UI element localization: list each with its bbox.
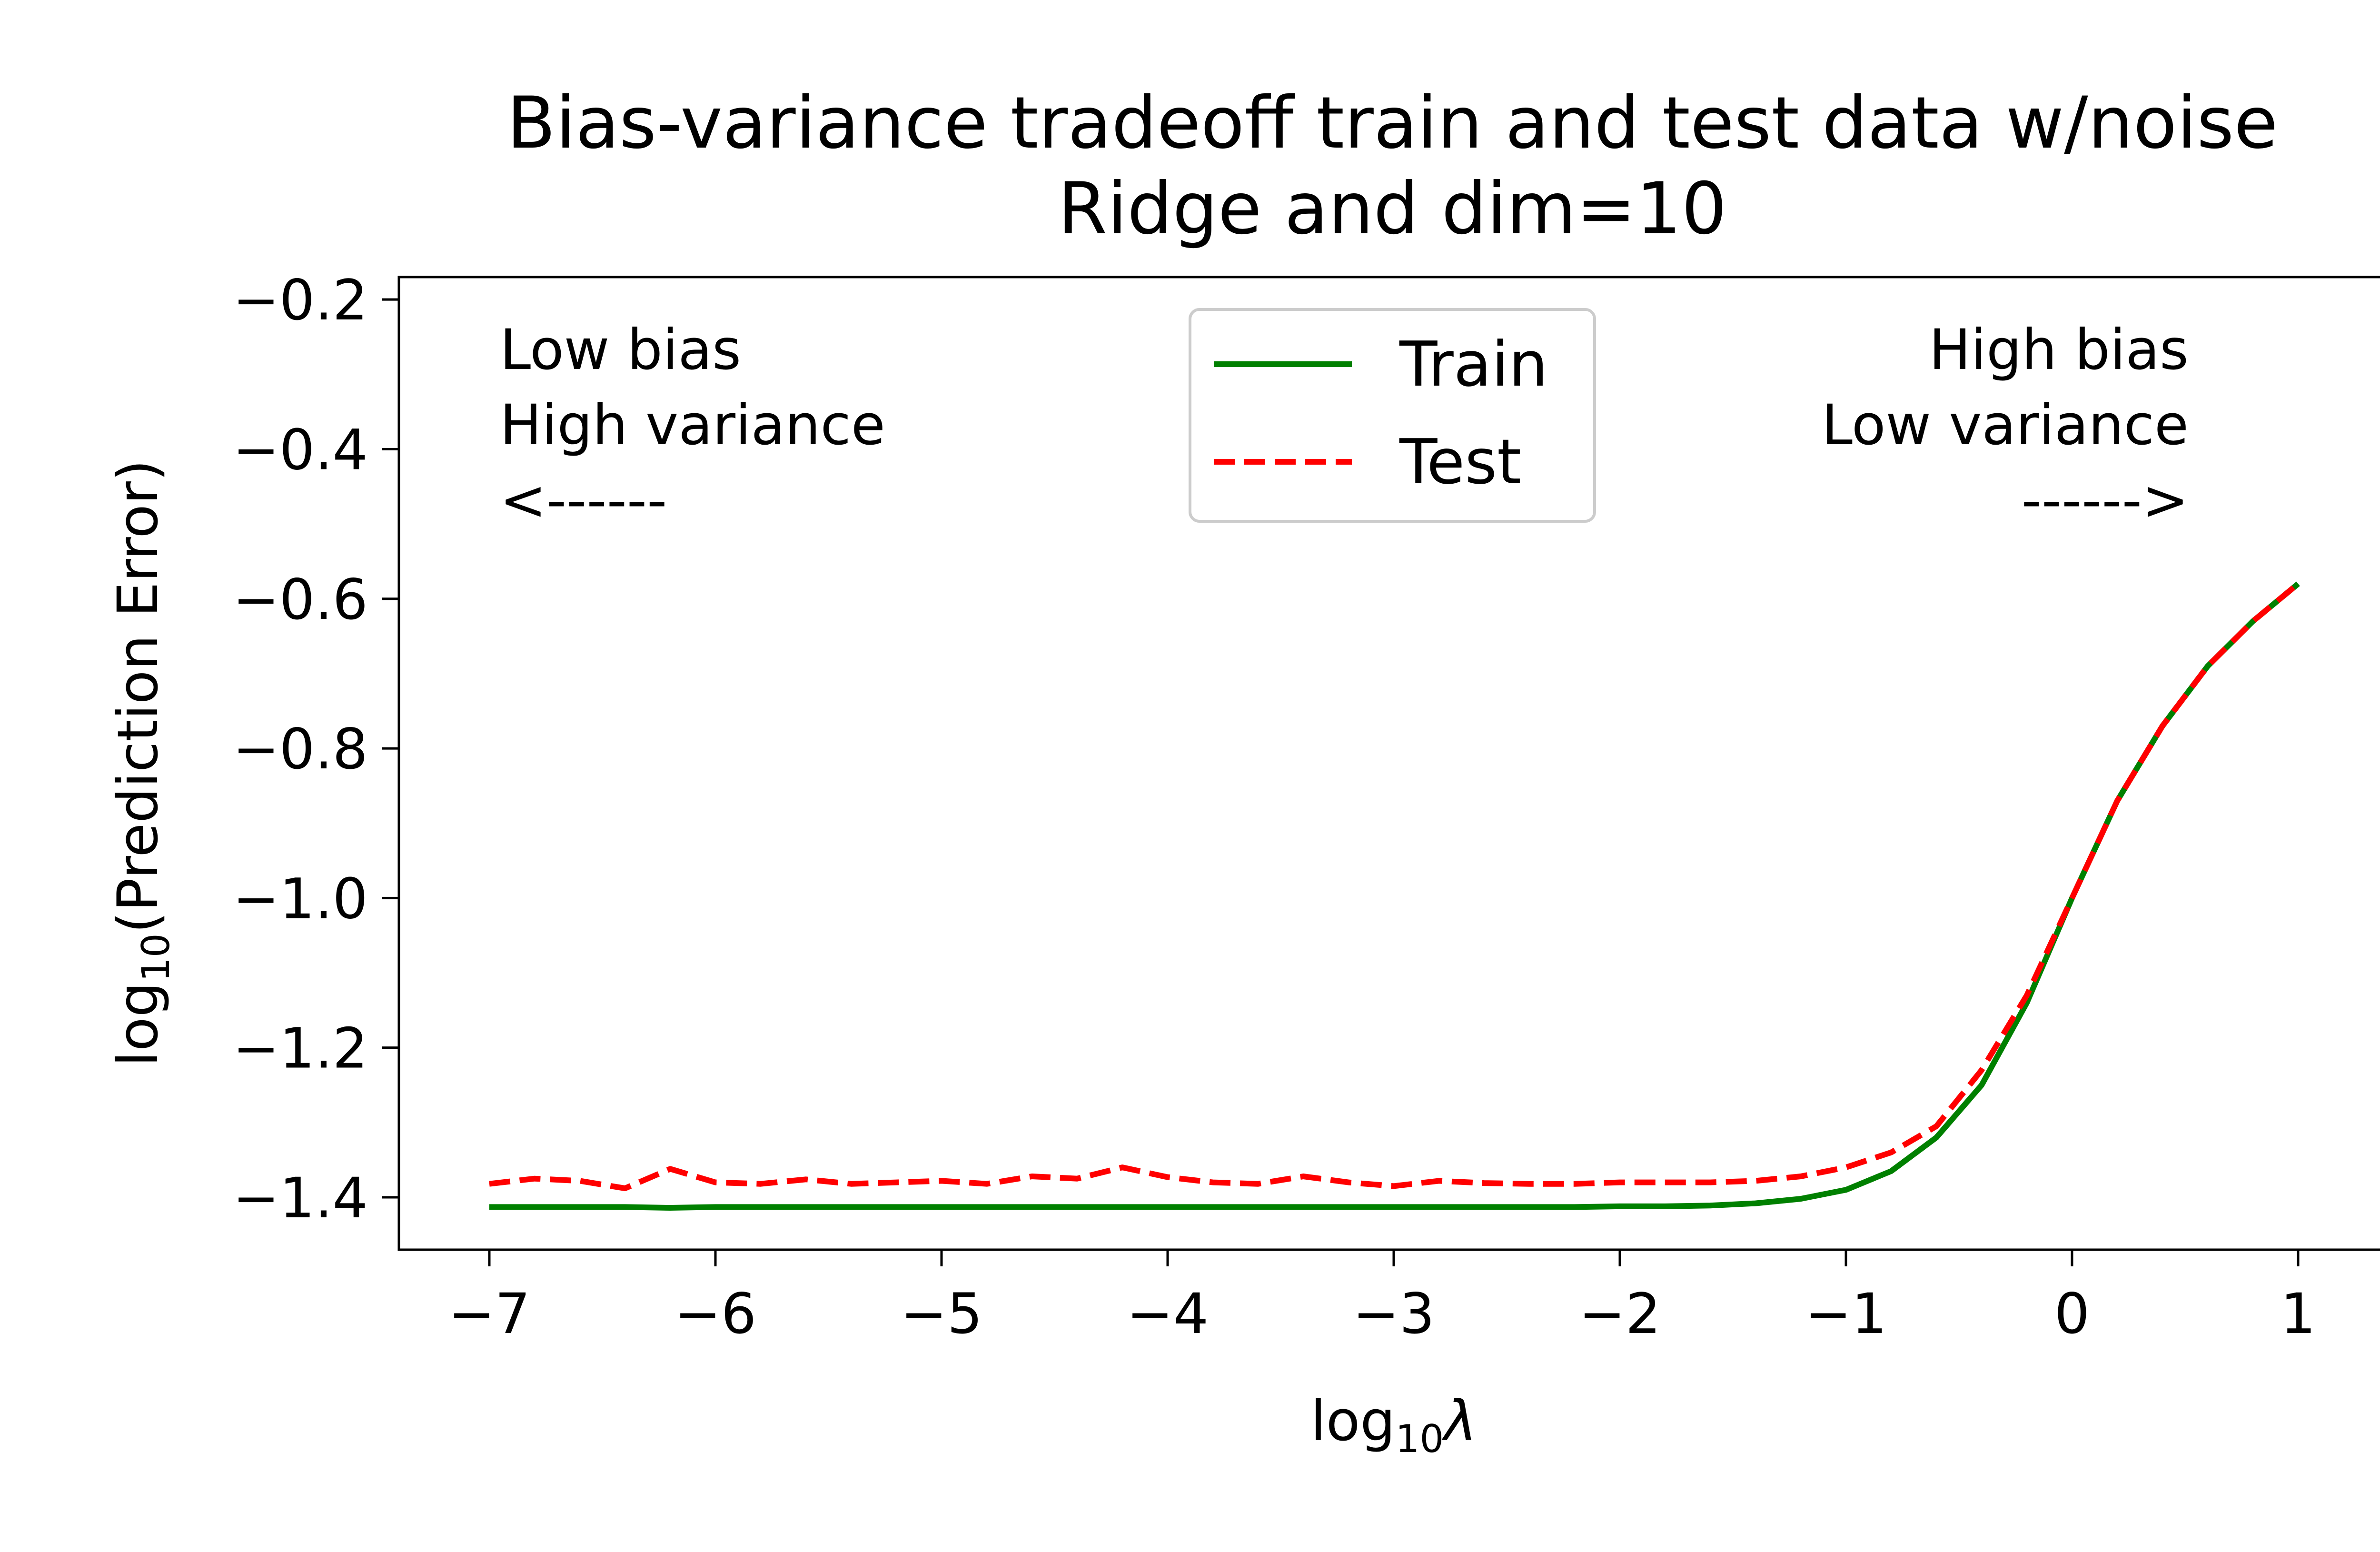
y-axis-ticks: −0.2 −0.4 −0.6 −0.8 −1.0 −1.2 −1.4 [233,268,399,1231]
x-axis-label-subscript: 10 [1396,1417,1444,1461]
annotation-left-arrow: <------ [500,468,667,533]
annotation-right-line1: High bias [1929,317,2189,382]
y-axis-label-subscript: 10 [134,933,178,982]
x-tick-label: −7 [448,1281,530,1346]
x-axis-label-log: log [1310,1388,1395,1453]
y-axis-label-log: log [105,982,170,1066]
x-tick-label: 0 [2054,1281,2090,1346]
annotation-left-line2: High variance [500,392,885,458]
chart-title: Bias-variance tradeoff train and test da… [506,82,2278,165]
legend: Train Test [1189,308,1596,523]
annotation-right-line2: Low variance [1822,392,2189,458]
chart-subtitle: Ridge and dim=10 [1058,168,1727,250]
legend-test-label: Test [1399,426,1521,498]
y-tick-label: −0.4 [233,417,368,482]
legend-train-label: Train [1399,328,1548,400]
x-tick-label: −1 [1805,1281,1887,1346]
annotation-right-arrow: ------> [2022,468,2189,533]
y-tick-label: −1.0 [233,866,368,931]
x-tick-label: −3 [1353,1281,1435,1346]
series-line-train [489,581,2300,1211]
x-tick-label: 1 [2281,1281,2316,1346]
y-axis-label: log10(Prediction Error) [105,459,178,1066]
x-tick-label: −6 [674,1281,756,1346]
annotation-right: High bias Low variance ------> [1822,317,2189,533]
plot-frame [397,276,2380,1251]
x-axis-label-lambda: λ [1441,1388,1477,1453]
annotation-left: Low bias High variance <------ [500,317,885,533]
y-axis-label-rest: (Prediction Error) [105,459,170,933]
y-tick-label: −0.6 [233,567,368,632]
x-axis-label: log10λ [1310,1388,1477,1461]
x-axis-ticks: −7 −6 −5 −4 −3 −2 −1 0 1 [448,1250,2316,1346]
x-tick-label: −2 [1579,1281,1661,1346]
y-tick-label: −0.8 [233,716,368,782]
y-tick-label: −1.4 [233,1165,368,1231]
x-tick-label: −4 [1127,1281,1209,1346]
y-tick-label: −0.2 [233,268,368,333]
series-line-test [489,581,2300,1192]
annotation-left-line1: Low bias [500,317,741,382]
series-group [489,581,2300,1211]
x-tick-label: −5 [901,1281,982,1346]
y-tick-label: −1.2 [233,1016,368,1081]
